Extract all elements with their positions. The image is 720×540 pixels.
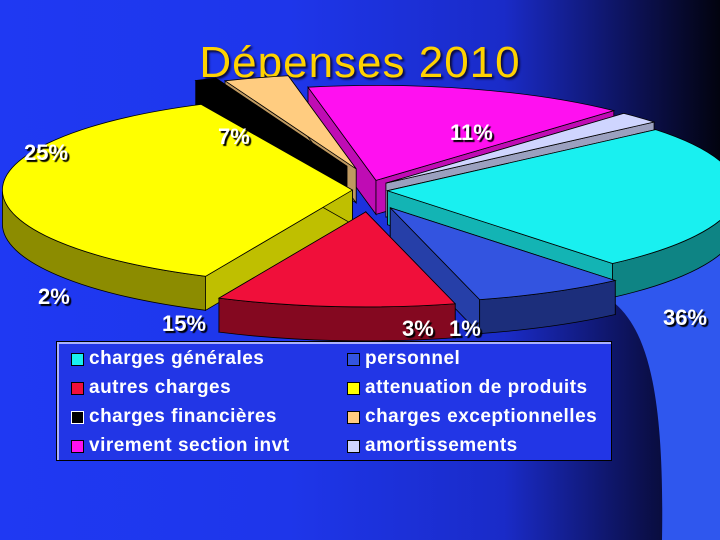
slice-attenuation-de-produits bbox=[2, 103, 354, 311]
legend-swatch bbox=[71, 440, 84, 453]
legend-swatch bbox=[347, 440, 360, 453]
legend: charges générales personnel autres charg… bbox=[56, 341, 612, 461]
legend-swatch bbox=[347, 382, 360, 395]
legend-swatch bbox=[347, 353, 360, 366]
slice-top bbox=[389, 207, 617, 301]
data-label-amortissements: 2% bbox=[38, 284, 70, 309]
legend-label: charges exceptionnelles bbox=[365, 406, 598, 427]
data-label-charges-financieres: 1% bbox=[449, 316, 481, 341]
slice-top bbox=[307, 84, 616, 181]
pie-slices bbox=[2, 74, 720, 342]
slice-top bbox=[194, 77, 348, 167]
slice-top bbox=[223, 75, 357, 170]
legend-label: autres charges bbox=[89, 377, 232, 398]
data-label-autres-charges: 11% bbox=[450, 120, 493, 145]
legend-swatch bbox=[71, 382, 84, 395]
slice-top bbox=[385, 112, 656, 184]
legend-label: virement section invt bbox=[89, 435, 290, 456]
data-label-personnel: 7% bbox=[218, 124, 250, 149]
legend-label: personnel bbox=[365, 348, 461, 369]
data-label-charges-exceptionnelles: 3% bbox=[402, 316, 434, 341]
data-label-virement-section-invt: 15% bbox=[162, 311, 207, 336]
data-label-attenuation-de-produits: 36% bbox=[663, 305, 708, 330]
slice-top bbox=[217, 211, 457, 308]
slice-top bbox=[2, 103, 354, 277]
legend-label: attenuation de produits bbox=[365, 377, 588, 398]
slice-autres-charges bbox=[217, 210, 457, 342]
legend-label: amortissements bbox=[365, 435, 518, 456]
slice-personnel bbox=[389, 206, 617, 335]
legend-swatch bbox=[71, 353, 84, 366]
legend-swatch bbox=[347, 411, 360, 424]
legend-swatch bbox=[71, 411, 84, 424]
data-label-charges-generales: 25% bbox=[24, 140, 69, 165]
legend-label: charges financières bbox=[89, 406, 277, 427]
slice-top bbox=[386, 129, 720, 264]
legend-label: charges générales bbox=[89, 348, 265, 369]
